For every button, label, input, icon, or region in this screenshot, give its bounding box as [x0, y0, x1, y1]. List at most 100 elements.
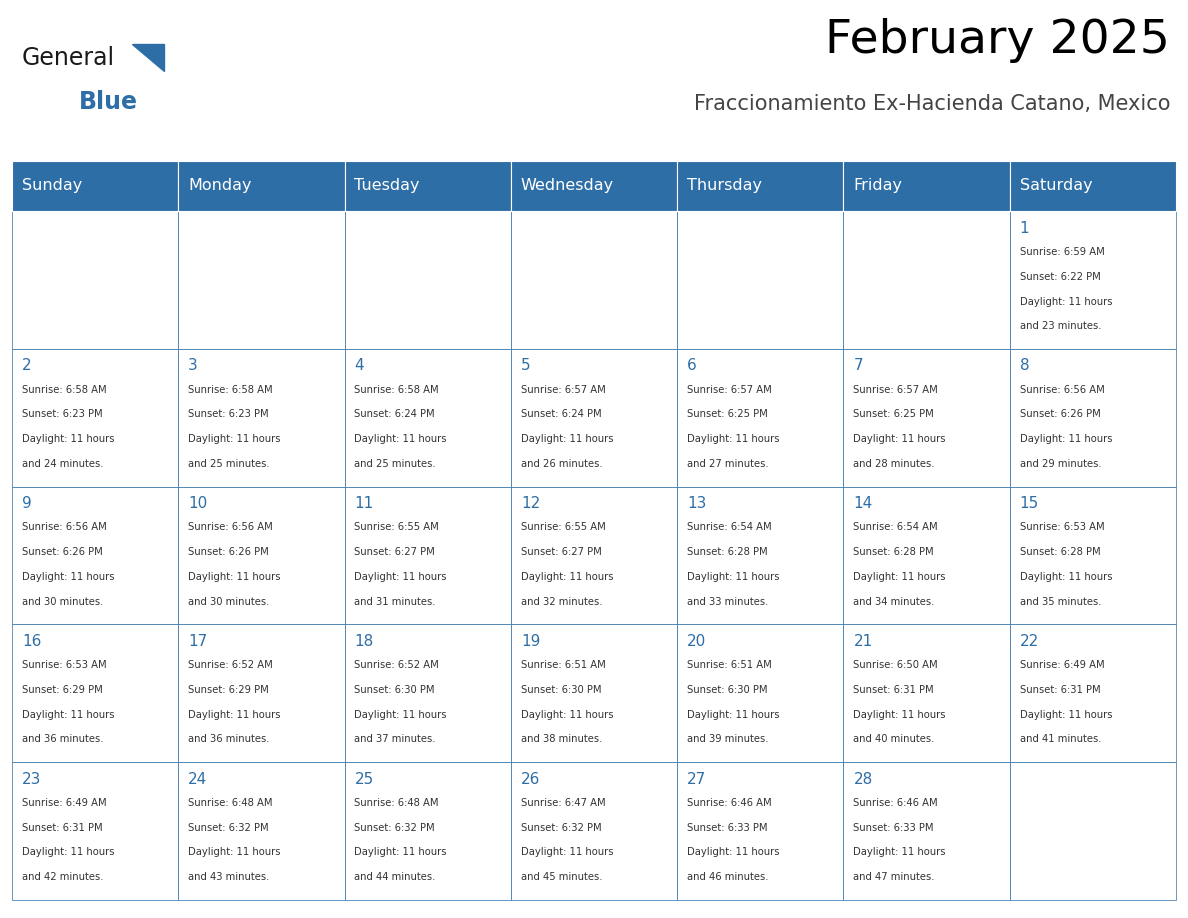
Text: Sunday: Sunday — [21, 178, 82, 194]
Text: Sunrise: 6:48 AM: Sunrise: 6:48 AM — [354, 798, 440, 808]
Text: Sunrise: 6:57 AM: Sunrise: 6:57 AM — [687, 385, 772, 395]
Text: and 35 minutes.: and 35 minutes. — [1019, 597, 1101, 607]
Text: Sunset: 6:32 PM: Sunset: 6:32 PM — [520, 823, 601, 833]
Text: 4: 4 — [354, 358, 365, 374]
Text: Sunset: 6:26 PM: Sunset: 6:26 PM — [1019, 409, 1100, 420]
Text: Sunset: 6:32 PM: Sunset: 6:32 PM — [188, 823, 268, 833]
FancyBboxPatch shape — [345, 349, 511, 487]
Text: Daylight: 11 hours: Daylight: 11 hours — [853, 710, 946, 720]
FancyBboxPatch shape — [12, 161, 1176, 163]
Text: Sunrise: 6:56 AM: Sunrise: 6:56 AM — [21, 522, 107, 532]
Text: and 43 minutes.: and 43 minutes. — [188, 872, 270, 882]
Text: Sunrise: 6:56 AM: Sunrise: 6:56 AM — [1019, 385, 1105, 395]
Text: and 29 minutes.: and 29 minutes. — [1019, 459, 1101, 469]
Text: Sunrise: 6:46 AM: Sunrise: 6:46 AM — [853, 798, 939, 808]
Text: 13: 13 — [687, 496, 707, 511]
Text: Sunrise: 6:46 AM: Sunrise: 6:46 AM — [687, 798, 772, 808]
Text: and 41 minutes.: and 41 minutes. — [1019, 734, 1101, 744]
Text: 22: 22 — [1019, 633, 1040, 649]
Text: Sunrise: 6:51 AM: Sunrise: 6:51 AM — [687, 660, 772, 670]
Text: Sunrise: 6:49 AM: Sunrise: 6:49 AM — [1019, 660, 1105, 670]
Text: Sunset: 6:33 PM: Sunset: 6:33 PM — [853, 823, 934, 833]
Text: Daylight: 11 hours: Daylight: 11 hours — [21, 572, 114, 582]
FancyBboxPatch shape — [677, 211, 843, 349]
Text: Daylight: 11 hours: Daylight: 11 hours — [853, 572, 946, 582]
FancyBboxPatch shape — [178, 211, 345, 349]
Text: Daylight: 11 hours: Daylight: 11 hours — [354, 710, 447, 720]
Text: and 27 minutes.: and 27 minutes. — [687, 459, 769, 469]
FancyBboxPatch shape — [511, 211, 677, 349]
Text: Daylight: 11 hours: Daylight: 11 hours — [21, 434, 114, 444]
Text: Daylight: 11 hours: Daylight: 11 hours — [21, 710, 114, 720]
Text: Sunrise: 6:55 AM: Sunrise: 6:55 AM — [520, 522, 606, 532]
FancyBboxPatch shape — [345, 161, 511, 211]
FancyBboxPatch shape — [677, 762, 843, 900]
FancyBboxPatch shape — [345, 762, 511, 900]
Text: Sunset: 6:24 PM: Sunset: 6:24 PM — [520, 409, 601, 420]
Text: Sunrise: 6:58 AM: Sunrise: 6:58 AM — [188, 385, 273, 395]
Text: Daylight: 11 hours: Daylight: 11 hours — [354, 847, 447, 857]
Text: Daylight: 11 hours: Daylight: 11 hours — [21, 847, 114, 857]
Text: and 42 minutes.: and 42 minutes. — [21, 872, 103, 882]
FancyBboxPatch shape — [12, 762, 178, 900]
FancyBboxPatch shape — [1010, 487, 1176, 624]
Text: 9: 9 — [21, 496, 32, 511]
Text: 27: 27 — [687, 771, 707, 787]
Text: and 24 minutes.: and 24 minutes. — [21, 459, 103, 469]
Text: 10: 10 — [188, 496, 208, 511]
FancyBboxPatch shape — [1010, 349, 1176, 487]
Text: Sunrise: 6:48 AM: Sunrise: 6:48 AM — [188, 798, 273, 808]
FancyBboxPatch shape — [677, 624, 843, 762]
Text: Sunset: 6:28 PM: Sunset: 6:28 PM — [1019, 547, 1100, 557]
FancyBboxPatch shape — [843, 211, 1010, 349]
Text: Sunset: 6:27 PM: Sunset: 6:27 PM — [520, 547, 601, 557]
Text: Sunset: 6:28 PM: Sunset: 6:28 PM — [853, 547, 934, 557]
Text: Sunrise: 6:52 AM: Sunrise: 6:52 AM — [188, 660, 273, 670]
Text: and 36 minutes.: and 36 minutes. — [188, 734, 270, 744]
FancyBboxPatch shape — [178, 624, 345, 762]
Text: 6: 6 — [687, 358, 697, 374]
Text: and 46 minutes.: and 46 minutes. — [687, 872, 769, 882]
Text: and 39 minutes.: and 39 minutes. — [687, 734, 769, 744]
Text: Sunset: 6:22 PM: Sunset: 6:22 PM — [1019, 272, 1100, 282]
Text: 15: 15 — [1019, 496, 1040, 511]
FancyBboxPatch shape — [511, 624, 677, 762]
Text: and 37 minutes.: and 37 minutes. — [354, 734, 436, 744]
FancyBboxPatch shape — [677, 161, 843, 211]
Text: and 33 minutes.: and 33 minutes. — [687, 597, 769, 607]
Text: 20: 20 — [687, 633, 707, 649]
Text: Sunset: 6:27 PM: Sunset: 6:27 PM — [354, 547, 435, 557]
Text: Daylight: 11 hours: Daylight: 11 hours — [1019, 297, 1112, 307]
FancyBboxPatch shape — [843, 624, 1010, 762]
Text: Friday: Friday — [853, 178, 903, 194]
Text: and 36 minutes.: and 36 minutes. — [21, 734, 103, 744]
FancyBboxPatch shape — [843, 487, 1010, 624]
FancyBboxPatch shape — [178, 161, 345, 211]
Text: Daylight: 11 hours: Daylight: 11 hours — [188, 710, 280, 720]
Text: 17: 17 — [188, 633, 208, 649]
FancyBboxPatch shape — [843, 161, 1010, 211]
FancyBboxPatch shape — [511, 161, 677, 211]
Text: Sunrise: 6:53 AM: Sunrise: 6:53 AM — [1019, 522, 1105, 532]
Text: Sunset: 6:26 PM: Sunset: 6:26 PM — [188, 547, 268, 557]
FancyBboxPatch shape — [12, 349, 178, 487]
FancyBboxPatch shape — [677, 487, 843, 624]
FancyBboxPatch shape — [843, 349, 1010, 487]
Text: 25: 25 — [354, 771, 374, 787]
Text: Sunset: 6:25 PM: Sunset: 6:25 PM — [853, 409, 934, 420]
FancyBboxPatch shape — [511, 762, 677, 900]
Text: Sunset: 6:25 PM: Sunset: 6:25 PM — [687, 409, 767, 420]
Text: Daylight: 11 hours: Daylight: 11 hours — [520, 572, 613, 582]
FancyBboxPatch shape — [1010, 762, 1176, 900]
FancyBboxPatch shape — [345, 624, 511, 762]
Text: Sunset: 6:24 PM: Sunset: 6:24 PM — [354, 409, 435, 420]
Text: Saturday: Saturday — [1019, 178, 1093, 194]
Text: Sunrise: 6:58 AM: Sunrise: 6:58 AM — [354, 385, 440, 395]
Text: Daylight: 11 hours: Daylight: 11 hours — [853, 847, 946, 857]
Text: and 23 minutes.: and 23 minutes. — [1019, 321, 1101, 331]
Text: Sunrise: 6:51 AM: Sunrise: 6:51 AM — [520, 660, 606, 670]
Text: Daylight: 11 hours: Daylight: 11 hours — [1019, 710, 1112, 720]
Text: Blue: Blue — [78, 90, 138, 114]
Text: and 25 minutes.: and 25 minutes. — [188, 459, 270, 469]
FancyBboxPatch shape — [677, 349, 843, 487]
